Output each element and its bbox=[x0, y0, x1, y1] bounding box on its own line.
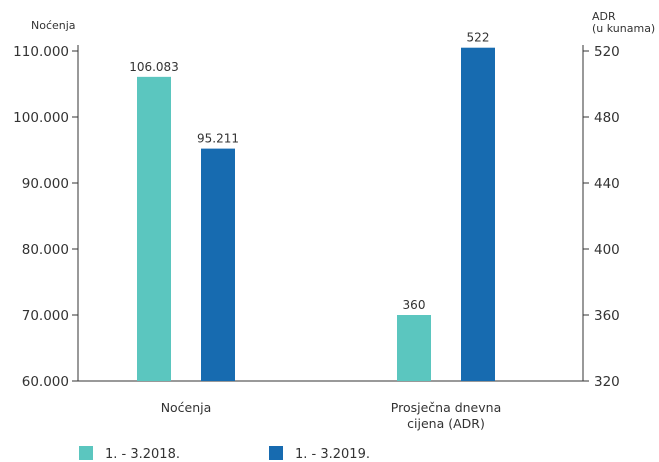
bar-value-label: 95.211 bbox=[197, 132, 239, 146]
legend-swatch bbox=[79, 446, 93, 460]
right-tick-label: 400 bbox=[594, 242, 620, 258]
category-label-line: Noćenja bbox=[161, 400, 212, 415]
category-labels: Noćenja Prosječna dnevna cijena (ADR) bbox=[161, 400, 502, 431]
right-axis-title-line: ADR bbox=[592, 10, 616, 23]
category-label: Noćenja bbox=[161, 400, 212, 415]
right-tick-label: 520 bbox=[594, 44, 620, 60]
right-tick-label: 480 bbox=[594, 110, 620, 126]
left-tick-label: 110.000 bbox=[13, 44, 69, 60]
bar-adr-series-1 bbox=[397, 315, 431, 381]
left-axis-ticks: 60.000 70.000 80.000 90.000 100.000 110.000 bbox=[13, 44, 78, 390]
bar-value-label: 360 bbox=[403, 298, 426, 312]
bar-value-label: 106.083 bbox=[129, 60, 179, 74]
legend-label: 1. - 3.2018. bbox=[105, 447, 180, 462]
right-tick-label: 360 bbox=[594, 308, 620, 324]
category-label: Prosječna dnevna cijena (ADR) bbox=[391, 400, 501, 431]
left-tick-label: 100.000 bbox=[13, 110, 69, 126]
bar-nocenja-series-2 bbox=[201, 148, 235, 381]
bar-nocenja-series-1 bbox=[137, 76, 171, 381]
bar-adr-series-2 bbox=[461, 47, 495, 381]
left-tick-label: 90.000 bbox=[22, 176, 69, 192]
bars-group: 106.083 95.211 360 522 bbox=[129, 31, 495, 381]
legend-swatch bbox=[269, 446, 283, 460]
right-axis-ticks: 320 360 400 440 480 520 bbox=[583, 44, 620, 390]
left-tick-label: 80.000 bbox=[22, 242, 69, 258]
left-tick-label: 60.000 bbox=[22, 374, 69, 390]
right-axis-title: ADR (u kunama) bbox=[592, 10, 655, 35]
left-axis-title: Noćenja bbox=[31, 19, 76, 32]
legend-label: 1. - 3.2019. bbox=[295, 447, 370, 462]
right-tick-label: 440 bbox=[594, 176, 620, 192]
legend: 1. - 3.2018. 1. - 3.2019. bbox=[79, 446, 370, 462]
right-axis-title-line: (u kunama) bbox=[592, 22, 655, 35]
category-label-line: cijena (ADR) bbox=[407, 416, 485, 431]
left-tick-label: 70.000 bbox=[22, 308, 69, 324]
right-tick-label: 320 bbox=[594, 374, 620, 390]
bar-value-label: 522 bbox=[467, 31, 490, 45]
category-label-line: Prosječna dnevna bbox=[391, 400, 501, 415]
